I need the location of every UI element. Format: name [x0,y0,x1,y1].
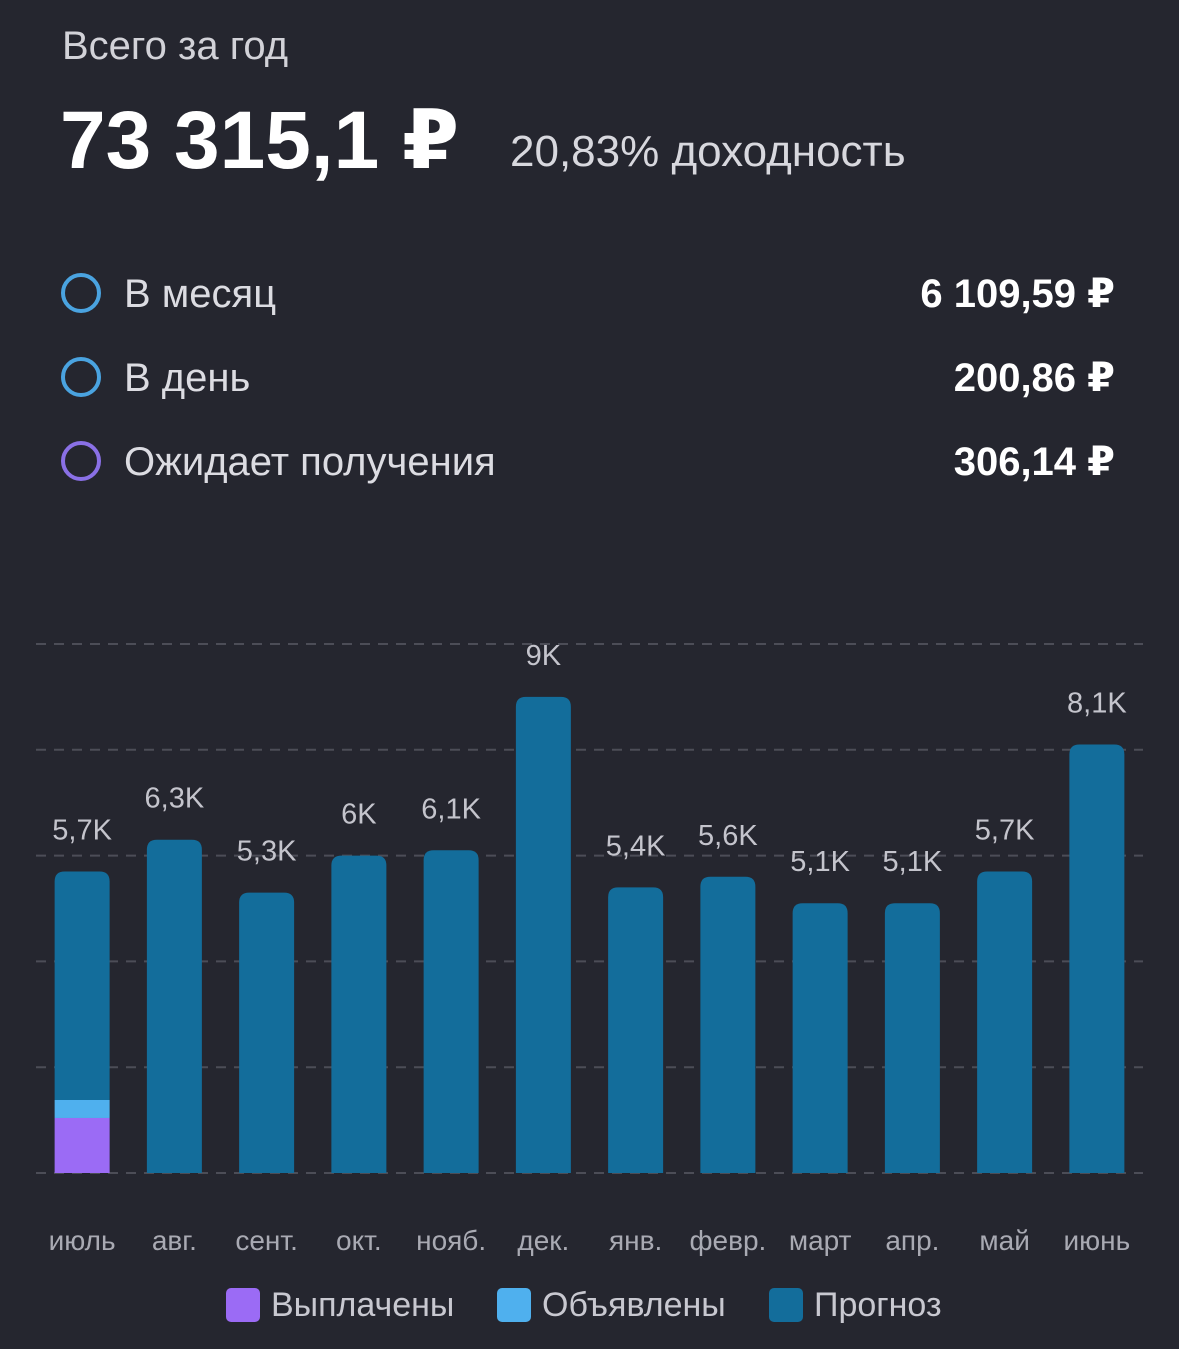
stat-value: 6 109,59 ₽ [920,272,1115,316]
bar-segment [1069,744,1125,1173]
bar-segment [331,855,387,1173]
stat-value: 306,14 ₽ [954,440,1115,484]
x-tick-label: март [789,1225,852,1256]
bar-segment [239,892,295,1173]
value-label: 5,1K [790,846,850,878]
stat-value: 200,86 ₽ [954,356,1115,400]
header-title: Всего за год [62,24,288,68]
bar-segment [977,871,1033,1173]
x-tick-label: авг. [152,1225,197,1256]
value-label: 5,7K [975,814,1035,846]
legend-swatch [497,1288,531,1322]
bar-segment [146,839,202,1173]
header-total: 73 315,1 ₽ [60,95,459,186]
legend-swatch [769,1288,803,1322]
value-label: 5,3K [237,836,297,868]
stat-marker [61,357,101,397]
bar-segment [608,887,664,1173]
bar-segment [54,871,110,1100]
bar-segment [54,1099,110,1118]
x-tick-label: февр. [689,1225,766,1256]
x-tick-label: сент. [235,1225,298,1256]
x-tick-label: янв. [609,1225,662,1256]
header-yield: 20,83% доходность [510,127,906,176]
x-tick-label: апр. [885,1225,939,1256]
x-tick-label: окт. [336,1225,382,1256]
x-tick-label: нояб. [416,1225,486,1256]
legend-label: Прогноз [814,1286,942,1324]
bar-segment [54,1117,110,1173]
stat-marker [61,273,101,313]
value-label: 9K [526,640,562,672]
x-tick-label: июль [49,1225,116,1256]
stat-marker [61,441,101,481]
x-tick-label: дек. [517,1225,569,1256]
value-label: 5,1K [883,846,943,878]
stat-label: В месяц [124,272,276,316]
stat-label: Ожидает получения [124,440,496,484]
legend-label: Объявлены [542,1286,726,1324]
bar-segment [515,696,571,1173]
stat-label: В день [124,356,250,400]
value-label: 6,1K [421,793,481,825]
x-tick-label: июнь [1064,1225,1131,1256]
legend-swatch [226,1288,260,1322]
value-label: 5,7K [52,814,112,846]
legend-label: Выплачены [271,1286,454,1324]
value-label: 5,4K [606,830,666,862]
value-label: 8,1K [1067,688,1127,720]
x-tick-label: май [979,1225,1029,1256]
bar-segment [423,850,479,1173]
bar-segment [700,876,756,1173]
bar-segment [884,903,940,1173]
value-label: 5,6K [698,820,758,852]
bar-segment [792,903,848,1173]
value-label: 6,3K [145,783,205,815]
value-label: 6K [341,799,377,831]
